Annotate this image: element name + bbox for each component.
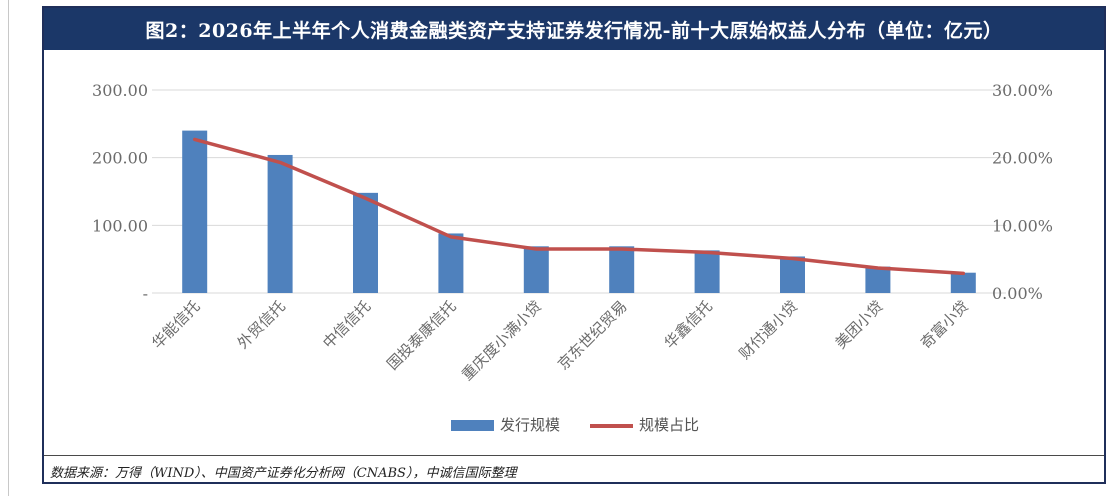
category-label: 中信信托 (319, 297, 374, 352)
page-margin-rule (8, 0, 9, 496)
bar (523, 246, 549, 293)
y-left-tick-label: 300.00 (92, 81, 148, 100)
bar (182, 130, 208, 293)
source-note: 数据来源：万得（WIND）、中国资产证券化分析网（CNABS），中诚信国际整理 (50, 466, 517, 481)
category-label: 华能信托 (148, 297, 203, 352)
chart: - 0.00% 100.00 10.00% 200.00 20.00% 300.00 30.0… (92, 81, 1053, 434)
y-left-tick-label: 200.00 (92, 149, 148, 168)
legend-label-bar: 发行规模 (500, 416, 560, 434)
bar (780, 256, 805, 293)
legend-swatch-bar (451, 420, 494, 431)
y-right-tick-label: 10.00% (992, 216, 1053, 235)
y-left-tick-label: 100.00 (92, 216, 148, 235)
legend-label-line: 规模占比 (639, 416, 699, 434)
y-right-tick-label: 20.00% (992, 149, 1053, 168)
y-left-tick-label: - (143, 284, 148, 303)
category-label: 京东世纪贸易 (554, 297, 630, 373)
bar (609, 246, 635, 293)
chart-title: 图2：2026年上半年个人消费金融类资产支持证券发行情况-前十大原始权益人分布（… (44, 8, 1104, 50)
y-right-tick-label: 0.00% (992, 284, 1043, 303)
bar (438, 233, 464, 293)
bar (950, 272, 976, 293)
category-label: 奇富小贷 (917, 297, 972, 352)
category-label: 重庆度小满小贷 (458, 297, 545, 384)
category-label: 美团小贷 (832, 297, 887, 352)
figure-frame: 图2：2026年上半年个人消费金融类资产支持证券发行情况-前十大原始权益人分布（… (42, 6, 1106, 484)
category-label: 华鑫信托 (661, 297, 716, 352)
source-divider (44, 455, 1104, 456)
series-line (192, 137, 966, 276)
bar (865, 266, 891, 293)
y-right-tick-label: 30.00% (992, 81, 1053, 100)
bar (694, 250, 720, 293)
category-label: 外贸信托 (234, 297, 289, 352)
category-label: 国投泰康信托 (383, 297, 459, 373)
category-label: 财付通小贷 (736, 297, 802, 363)
bar (353, 192, 378, 293)
bar (267, 154, 293, 293)
